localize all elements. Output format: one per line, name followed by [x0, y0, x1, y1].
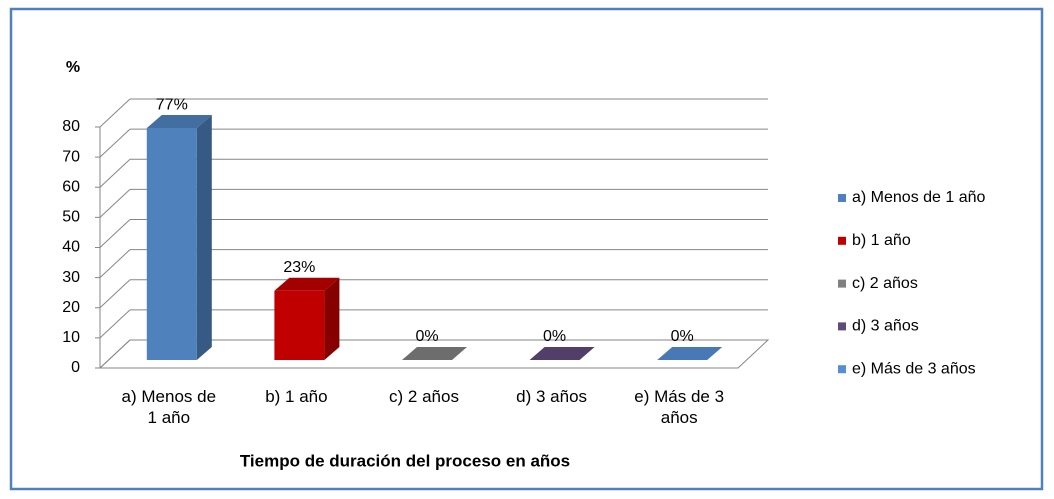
legend-label: c) 2 años — [852, 275, 918, 292]
data-label: 0% — [543, 328, 566, 345]
legend-swatch — [838, 194, 846, 202]
grid-line — [99, 128, 131, 158]
bar-face — [402, 347, 467, 360]
y-tick-label: 20 — [62, 299, 80, 316]
y-tick-label: 50 — [62, 209, 80, 226]
legend-label: d) 3 años — [852, 318, 919, 335]
bar — [657, 347, 723, 360]
legend-swatch — [838, 365, 846, 374]
data-label: 23% — [283, 259, 315, 276]
data-label: 77% — [156, 96, 188, 113]
grid-line — [99, 98, 131, 128]
grid-line — [99, 279, 131, 309]
grid-line — [99, 189, 131, 218]
data-label: 0% — [671, 328, 694, 345]
bar — [274, 277, 340, 360]
bar-face — [324, 277, 340, 360]
bar — [402, 347, 467, 360]
bar-face — [657, 347, 723, 360]
bar — [146, 115, 212, 360]
bar-face — [529, 347, 595, 360]
bar-face — [274, 290, 325, 360]
y-tick-label: 70 — [62, 148, 80, 165]
x-axis-label: Tiempo de duración del proceso en años — [240, 451, 570, 470]
x-tick-label: d) 3 años — [516, 387, 588, 406]
legend-label: e) Más de 3 años — [852, 360, 976, 377]
y-tick-label: 60 — [62, 178, 80, 195]
x-tick-label: a) Menos de 1 año — [121, 387, 217, 427]
legend-swatch — [838, 236, 846, 245]
grid-line — [99, 339, 131, 369]
grid-line — [99, 219, 131, 248]
grid-line — [99, 249, 131, 278]
data-label: 0% — [415, 328, 438, 345]
y-tick-label: 80 — [62, 118, 80, 135]
x-tick-label: b) 1 año — [265, 387, 328, 406]
legend-swatch — [838, 279, 846, 288]
y-tick-label: 40 — [62, 239, 80, 256]
bar-face — [146, 115, 212, 129]
bar-face — [146, 128, 197, 360]
legend-swatch — [838, 322, 846, 331]
y-tick-label: 30 — [62, 269, 80, 286]
legend-label: a) Menos de 1 año — [852, 189, 986, 206]
x-tick-label: c) 2 años — [389, 387, 459, 406]
y-tick-label: 10 — [62, 329, 80, 346]
y-axis-label: % — [66, 59, 80, 76]
bar-face — [274, 277, 340, 291]
legend-label: b) 1 año — [852, 232, 911, 249]
y-tick-label: 0 — [71, 359, 80, 376]
grid-line — [99, 309, 131, 339]
bar — [529, 347, 595, 360]
grid-line — [99, 158, 131, 188]
bar-face — [196, 115, 212, 360]
x-tick-label: e) Más de 3 años — [634, 387, 725, 427]
